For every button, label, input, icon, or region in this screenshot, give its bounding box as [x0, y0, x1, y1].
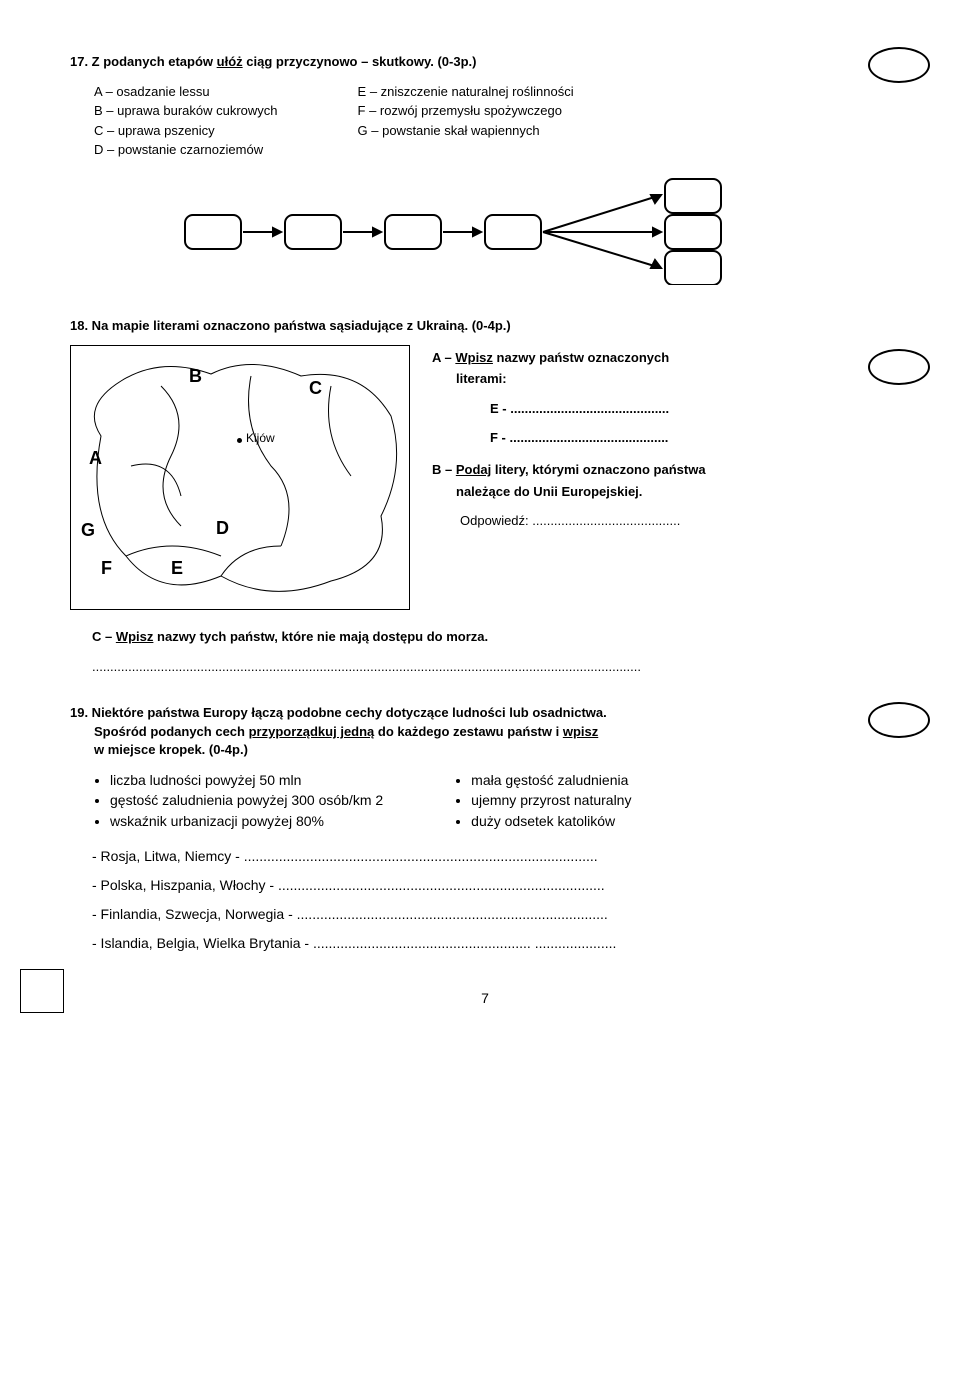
map-label-c: C — [309, 376, 322, 400]
q18-c-rest: nazwy tych państw, które nie mają dostęp… — [153, 629, 488, 644]
q19-ans-1: - Polska, Hiszpania, Włochy - ..........… — [92, 876, 900, 895]
map-city-label: Kijów — [246, 430, 275, 446]
q17-title: 17. Z podanych etapów ułóż ciąg przyczyn… — [70, 53, 900, 71]
q17-title-suffix: ciąg przyczynowo – skutkowy. (0-3p.) — [243, 54, 477, 69]
q17-opt-f: F – rozwój przemysłu spożywczego — [358, 102, 574, 120]
map-label-f: F — [101, 556, 112, 580]
q19-lb1: gęstość zaludnienia powyżej 300 osób/km … — [110, 791, 383, 810]
q19-bullets-left: liczba ludności powyżej 50 mln gęstość z… — [92, 769, 383, 834]
q19-bullets: liczba ludności powyżej 50 mln gęstość z… — [92, 769, 900, 834]
q18-a-rest: nazwy państw oznaczonych — [493, 350, 669, 365]
q19-l2u1: przyporządkuj jedną — [249, 724, 375, 739]
q17-opt-a: A – osadzanie lessu — [94, 83, 278, 101]
q17-opt-g: G – powstanie skał wapiennych — [358, 122, 574, 140]
q18-partb: B – Podaj litery, którymi oznaczono pańs… — [432, 461, 900, 479]
question-17: 17. Z podanych etapów ułóż ciąg przyczyn… — [70, 53, 900, 289]
score-oval-18 — [868, 349, 930, 385]
q19-l2b: do każdego zestawu państw i — [374, 724, 563, 739]
q18-content: A B C D E F G Kijów A – Wpisz nazwy pańs… — [70, 345, 900, 610]
q18-c-underline: Wpisz — [116, 629, 154, 644]
q17-options: A – osadzanie lessu B – uprawa buraków c… — [94, 81, 900, 161]
q17-left-col: A – osadzanie lessu B – uprawa buraków c… — [94, 81, 278, 161]
q19-ans-2: - Finlandia, Szwecja, Norwegia - .......… — [92, 905, 900, 924]
q18-c-prefix: C – — [92, 629, 116, 644]
map-label-a: A — [89, 446, 102, 470]
q18-partc: C – Wpisz nazwy tych państw, które nie m… — [92, 628, 900, 646]
q18-b-underline: Podaj — [456, 462, 491, 477]
q19-l2u2: wpisz — [563, 724, 598, 739]
map-label-d: D — [216, 516, 229, 540]
q17-opt-d: D – powstanie czarnoziemów — [94, 141, 278, 159]
q18-title: 18. Na mapie literami oznaczono państwa … — [70, 317, 900, 335]
q17-right-col: E – zniszczenie naturalnej roślinności F… — [358, 81, 574, 161]
q19-line2: Spośród podanych cech przyporządkuj jedn… — [94, 723, 900, 741]
q18-c-blank: ........................................… — [92, 658, 900, 676]
q18-b-prefix: B – — [432, 462, 456, 477]
q17-opt-b: B – uprawa buraków cukrowych — [94, 102, 278, 120]
q19-bullets-right: mała gęstość zaludnienia ujemny przyrost… — [453, 769, 631, 834]
q18-b-line2: należące do Unii Europejskiej. — [456, 483, 900, 501]
q18-f-blank: F - ....................................… — [490, 429, 900, 447]
q18-b-rest: litery, którymi oznaczono państwa — [491, 462, 705, 477]
q19-lb2: wskaźnik urbanizacji powyżej 80% — [110, 812, 383, 831]
q19-line3: w miejsce kropek. (0-4p.) — [94, 741, 900, 759]
q19-rb2: duży odsetek katolików — [471, 812, 631, 831]
q18-a-line2: literami: — [456, 370, 900, 388]
q17-chain-diagram — [70, 175, 900, 290]
score-box-bottom — [20, 969, 64, 1013]
q17-opt-e: E – zniszczenie naturalnej roślinności — [358, 83, 574, 101]
q19-rb0: mała gęstość zaludnienia — [471, 771, 631, 790]
q18-map: A B C D E F G Kijów — [70, 345, 410, 610]
q18-right-panel: A – Wpisz nazwy państw oznaczonych liter… — [432, 345, 900, 534]
map-city-dot — [237, 438, 242, 443]
q17-title-underline: ułóż — [217, 54, 243, 69]
q18-a-underline: Wpisz — [455, 350, 493, 365]
q19-answers: - Rosja, Litwa, Niemcy - ...............… — [92, 847, 900, 953]
map-label-b: B — [189, 364, 202, 388]
q18-e-blank: E - ....................................… — [490, 400, 900, 418]
q17-opt-c: C – uprawa pszenicy — [94, 122, 278, 140]
map-label-g: G — [81, 518, 95, 542]
page-number: 7 — [70, 989, 900, 1008]
q18-answer-blank: Odpowiedź: .............................… — [460, 512, 900, 530]
q19-l2a: Spośród podanych cech — [94, 724, 249, 739]
score-oval-17 — [868, 47, 930, 83]
question-18: 18. Na mapie literami oznaczono państwa … — [70, 317, 900, 676]
q19-line1: 19. Niektóre państwa Europy łączą podobn… — [70, 704, 900, 722]
q18-a-prefix: A – — [432, 350, 455, 365]
q19-rb1: ujemny przyrost naturalny — [471, 791, 631, 810]
question-19: 19. Niektóre państwa Europy łączą podobn… — [70, 704, 900, 953]
q19-lb1-text: gęstość zaludnienia powyżej 300 osób/km … — [110, 792, 383, 808]
q19-ans-0: - Rosja, Litwa, Niemcy - ...............… — [92, 847, 900, 866]
q19-lb0: liczba ludności powyżej 50 mln — [110, 771, 383, 790]
q17-title-prefix: 17. Z podanych etapów — [70, 54, 217, 69]
score-oval-19 — [868, 702, 930, 738]
q19-ans-3: - Islandia, Belgia, Wielka Brytania - ..… — [92, 934, 900, 953]
map-label-e: E — [171, 556, 183, 580]
q18-parta: A – Wpisz nazwy państw oznaczonych — [432, 349, 900, 367]
